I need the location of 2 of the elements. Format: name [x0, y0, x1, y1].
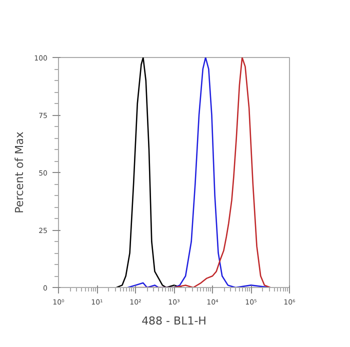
- y-axis-title: Percent of Max: [13, 131, 26, 214]
- x-axis-title: 488 - BL1-H: [142, 314, 206, 328]
